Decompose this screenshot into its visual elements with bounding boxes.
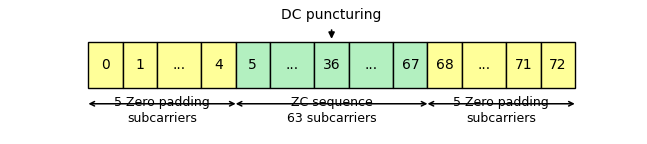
Text: 67: 67	[402, 58, 419, 72]
Bar	[393, 42, 428, 88]
Bar	[270, 42, 314, 88]
Text: 36: 36	[323, 58, 340, 72]
Text: ...: ...	[364, 58, 378, 72]
Text: 68: 68	[435, 58, 454, 72]
Bar	[540, 42, 575, 88]
Bar	[462, 42, 506, 88]
Text: 5 Zero padding
subcarriers: 5 Zero padding subcarriers	[454, 96, 549, 125]
Bar	[201, 42, 236, 88]
Text: 1: 1	[135, 58, 144, 72]
Text: ...: ...	[285, 58, 299, 72]
Text: 5 Zero padding
subcarriers: 5 Zero padding subcarriers	[114, 96, 210, 125]
Bar	[506, 42, 540, 88]
Bar	[236, 42, 270, 88]
Bar	[314, 42, 349, 88]
Text: 71: 71	[514, 58, 532, 72]
Text: 0: 0	[101, 58, 110, 72]
Text: ZC sequence
63 subcarriers: ZC sequence 63 subcarriers	[287, 96, 377, 125]
Text: 4: 4	[214, 58, 223, 72]
Bar	[123, 42, 157, 88]
Text: DC puncturing: DC puncturing	[281, 8, 382, 22]
Bar	[89, 42, 123, 88]
Bar	[157, 42, 201, 88]
Text: ...: ...	[477, 58, 490, 72]
Text: 5: 5	[248, 58, 257, 72]
Bar	[428, 42, 462, 88]
Text: ...: ...	[173, 58, 186, 72]
Text: 72: 72	[549, 58, 566, 72]
Bar	[349, 42, 393, 88]
